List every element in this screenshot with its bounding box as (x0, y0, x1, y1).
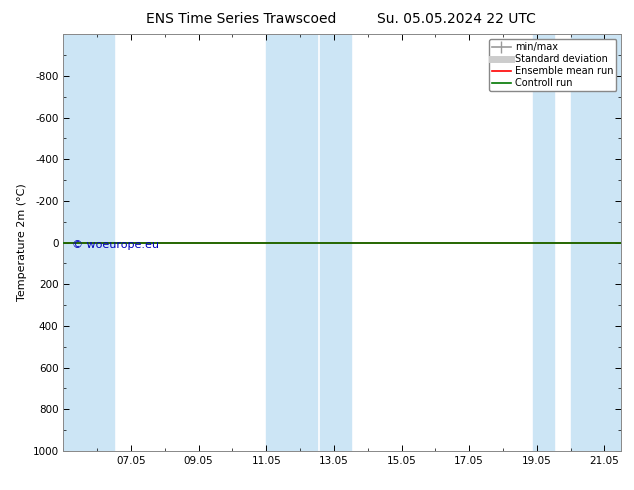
Legend: min/max, Standard deviation, Ensemble mean run, Controll run: min/max, Standard deviation, Ensemble me… (489, 39, 616, 91)
Text: ENS Time Series Trawscoed: ENS Time Series Trawscoed (146, 12, 336, 26)
Bar (533, 34, 553, 451)
Text: Su. 05.05.2024 22 UTC: Su. 05.05.2024 22 UTC (377, 12, 536, 26)
Text: © woeurope.eu: © woeurope.eu (72, 241, 158, 250)
Y-axis label: Temperature 2m (°C): Temperature 2m (°C) (17, 184, 27, 301)
Bar (571, 34, 621, 451)
Bar (63, 34, 114, 451)
Bar (266, 34, 317, 451)
Bar (320, 34, 351, 451)
